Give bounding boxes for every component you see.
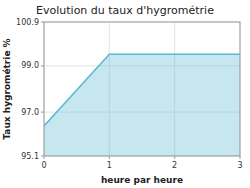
tick-label-x: 3 (237, 161, 242, 170)
data-group (44, 54, 240, 156)
tick-label-y: 97.0 (21, 108, 39, 117)
area-line (44, 54, 240, 126)
tick-label-x: 2 (172, 161, 177, 170)
tick-label-x: 1 (107, 161, 112, 170)
y-axis-label: Taux hygrométrie % (2, 38, 12, 139)
tick-x (174, 156, 175, 159)
chart: 95.1 97.0 99.0 100.9 0 1 2 3 heure par heure Taux… (0, 0, 250, 188)
tick-label-y: 100.9 (16, 18, 39, 27)
grid (44, 22, 240, 156)
tick-x (109, 156, 110, 159)
tick-label-y: 95.1 (21, 152, 39, 161)
tick-y (41, 65, 44, 66)
x-axis-label: heure par heure (101, 175, 183, 185)
tick-label-y: 99.0 (21, 61, 39, 70)
title: Evolution du taux d'hygrométrie (36, 4, 214, 17)
tick-x (240, 156, 241, 159)
ticks: 95.1 97.0 99.0 100.9 0 1 2 3 (16, 18, 242, 171)
tick-label-x: 0 (41, 161, 46, 170)
plot-area (44, 22, 240, 156)
tick-x (44, 156, 45, 159)
plot-frame (44, 22, 240, 156)
tick-y (41, 22, 44, 23)
tick-y (41, 112, 44, 113)
area-fill (44, 54, 240, 156)
